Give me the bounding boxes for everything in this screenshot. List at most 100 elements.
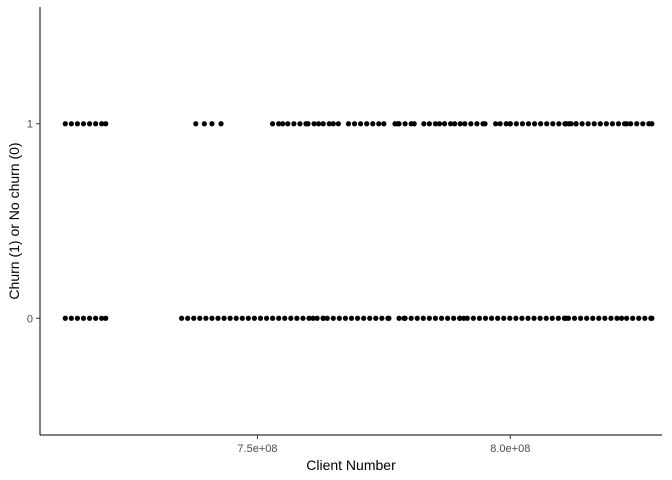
data-point-y1-63: [609, 121, 616, 127]
data-point-y1-34: [448, 121, 454, 127]
data-point-y1-9: [276, 121, 282, 127]
data-point-y1-29: [411, 121, 417, 127]
data-point-y0-80: [590, 315, 596, 321]
data-point-y1-25: [381, 121, 387, 127]
data-point-y1-74: [218, 121, 224, 127]
data-point-y1-33: [441, 121, 448, 127]
data-point-y1-45: [513, 121, 519, 127]
x-axis-title: Client Number: [306, 457, 396, 473]
data-point-y1-64: [615, 121, 622, 127]
data-point-y1-68: [640, 121, 646, 127]
data-point-y0-63: [495, 315, 501, 321]
data-point-y0-71: [543, 315, 549, 321]
data-point-y0-35: [330, 315, 336, 321]
data-point-y0-22: [263, 315, 270, 321]
data-point-y1-51: [550, 121, 556, 127]
data-point-y1-12: [291, 121, 297, 127]
data-point-y1-62: [603, 121, 609, 127]
data-point-y0-82: [602, 315, 608, 321]
data-point-y0-67: [519, 315, 525, 321]
x-tick-label-1: 8.0e+08: [490, 443, 530, 455]
data-point-y0-91: [649, 315, 655, 321]
data-point-y0-23: [270, 315, 276, 321]
data-point-y0-88: [636, 315, 642, 321]
data-point-y1-46: [519, 121, 526, 127]
data-point-y1-42: [503, 121, 509, 127]
data-point-y0-57: [457, 315, 463, 321]
data-point-y1-84: [628, 121, 634, 127]
data-point-y0-51: [426, 315, 432, 321]
data-point-y1-59: [585, 121, 591, 127]
data-point-y1-77: [335, 121, 341, 127]
data-point-y1-76: [316, 121, 322, 127]
data-point-y1-17: [326, 121, 332, 127]
data-point-y0-77: [571, 315, 578, 321]
data-point-y1-83: [566, 121, 572, 127]
data-point-y0-30: [310, 315, 316, 321]
data-point-y0-33: [320, 315, 326, 321]
data-point-y1-8: [270, 121, 276, 127]
data-point-y0-89: [642, 315, 648, 321]
data-point-y1-23: [370, 121, 376, 127]
data-point-y0-81: [596, 315, 602, 321]
data-point-y1-48: [531, 121, 538, 127]
data-point-y0-42: [373, 315, 379, 321]
data-point-y1-81: [457, 121, 463, 127]
data-point-y1-0: [62, 121, 68, 127]
data-point-y0-93: [461, 315, 467, 321]
data-point-y1-37: [468, 121, 474, 127]
y-tick-label-0: 0: [27, 313, 33, 325]
data-point-y0-79: [584, 315, 590, 321]
data-point-y1-47: [525, 121, 532, 127]
data-point-y1-57: [573, 121, 579, 127]
data-point-y0-68: [525, 315, 531, 321]
data-point-y0-92: [401, 315, 407, 321]
data-points: [62, 121, 655, 321]
data-point-y1-82: [493, 121, 499, 127]
data-point-y0-20: [251, 315, 258, 321]
data-point-y0-87: [630, 315, 636, 321]
data-point-y0-14: [215, 315, 221, 321]
data-point-y0-72: [549, 315, 555, 321]
data-point-y0-4: [86, 315, 93, 321]
data-point-y0-78: [577, 315, 584, 321]
data-point-y0-21: [257, 315, 264, 321]
data-point-y1-75: [311, 121, 317, 127]
data-point-y0-62: [488, 315, 495, 321]
data-point-y0-38: [348, 315, 355, 321]
data-point-y0-70: [537, 315, 543, 321]
data-point-y0-13: [209, 315, 215, 321]
data-point-y1-20: [351, 121, 358, 127]
data-point-y0-1: [68, 315, 74, 321]
data-point-y0-18: [239, 315, 245, 321]
data-point-y0-39: [354, 315, 361, 321]
data-point-y0-6: [99, 315, 105, 321]
data-point-y1-35: [452, 121, 458, 127]
data-point-y0-11: [197, 315, 203, 321]
data-point-y1-11: [285, 121, 291, 127]
data-point-y0-48: [408, 315, 414, 321]
data-point-y1-52: [556, 121, 562, 127]
data-point-y0-50: [420, 315, 426, 321]
data-point-y1-40: [482, 121, 488, 127]
data-point-y1-2: [74, 121, 81, 127]
data-point-y1-31: [432, 121, 439, 127]
data-point-y1-66: [624, 121, 630, 127]
data-point-y1-58: [579, 121, 585, 127]
data-point-y0-0: [62, 315, 68, 321]
data-point-y0-59: [470, 315, 476, 321]
data-point-y1-15: [305, 121, 311, 127]
data-point-y0-9: [185, 315, 191, 321]
data-point-y0-7: [103, 315, 109, 321]
data-point-y1-50: [544, 121, 550, 127]
data-point-y1-70: [649, 121, 655, 127]
data-point-y1-44: [507, 121, 513, 127]
data-point-y1-5: [93, 121, 99, 127]
data-point-y0-69: [531, 315, 537, 321]
data-point-y0-41: [367, 315, 373, 321]
data-point-y1-38: [474, 121, 480, 127]
data-point-y0-26: [288, 315, 294, 321]
data-point-y0-40: [361, 315, 367, 321]
data-point-y1-32: [436, 121, 443, 127]
data-point-y0-24: [276, 315, 282, 321]
